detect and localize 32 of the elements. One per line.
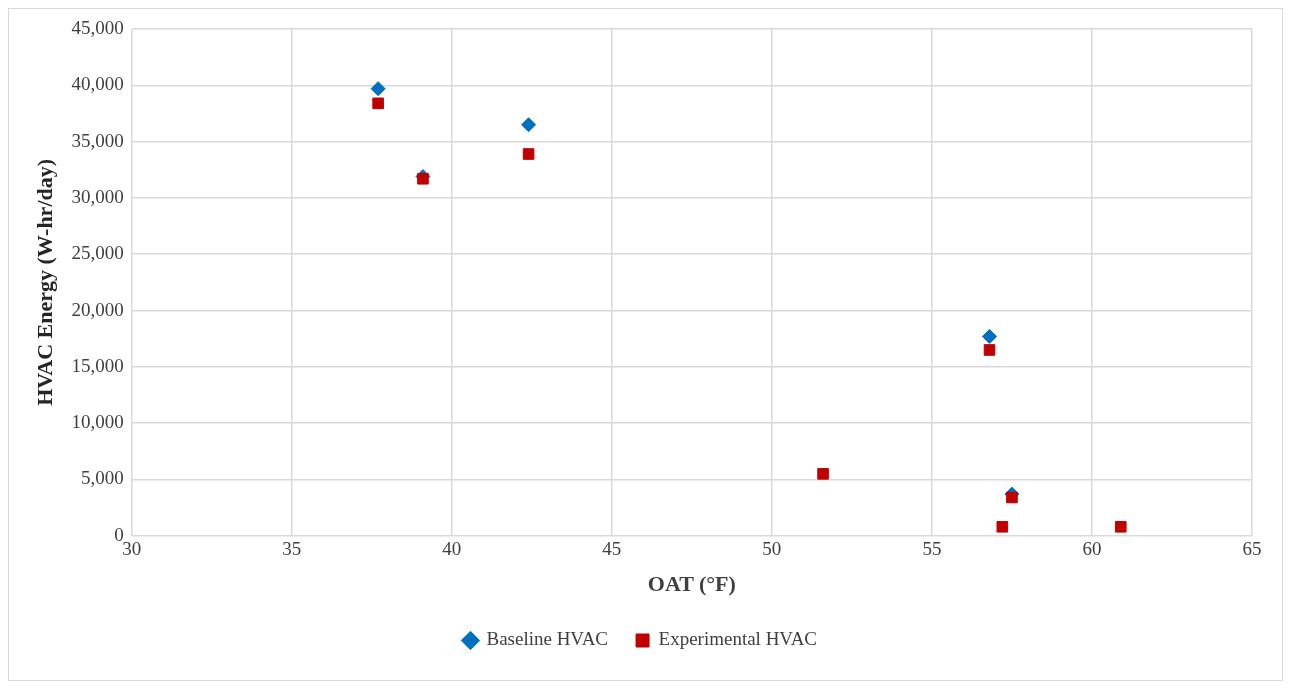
x-tick-label: 40 xyxy=(442,538,462,560)
x-tick-label: 50 xyxy=(762,538,782,560)
legend-label: Baseline HVAC xyxy=(486,628,609,650)
point xyxy=(817,468,829,480)
y-tick-label: 45,000 xyxy=(71,16,124,38)
y-tick-label: 30,000 xyxy=(71,185,124,207)
x-tick-label: 60 xyxy=(1082,538,1102,560)
y-axis-title: HVAC Energy (W-hr/day) xyxy=(31,158,57,406)
y-tick-label: 40,000 xyxy=(71,73,124,95)
x-tick-label: 35 xyxy=(282,538,302,560)
y-tick-label: 5,000 xyxy=(80,467,124,489)
x-axis-title: OAT (°F) xyxy=(647,571,736,597)
y-tick-label: 0 xyxy=(114,523,124,545)
point xyxy=(983,344,996,356)
x-tick-label: 45 xyxy=(602,538,622,560)
y-tick-label: 35,000 xyxy=(71,129,124,151)
y-tick-label: 20,000 xyxy=(71,298,124,320)
point xyxy=(522,148,535,160)
point xyxy=(996,520,1009,533)
point xyxy=(1006,491,1018,504)
y-tick-label: 25,000 xyxy=(71,242,124,264)
x-tick-label: 65 xyxy=(1242,538,1262,560)
point xyxy=(1114,520,1127,533)
x-tick-label: 30 xyxy=(122,538,142,560)
point xyxy=(521,117,537,133)
legend-label: Experimental HVAC xyxy=(658,628,818,650)
y-tick-label: 10,000 xyxy=(71,411,124,433)
point xyxy=(372,97,384,110)
x-tick-label: 55 xyxy=(922,538,942,560)
point xyxy=(370,81,386,97)
y-tick-label: 15,000 xyxy=(71,354,124,376)
point xyxy=(982,328,998,344)
